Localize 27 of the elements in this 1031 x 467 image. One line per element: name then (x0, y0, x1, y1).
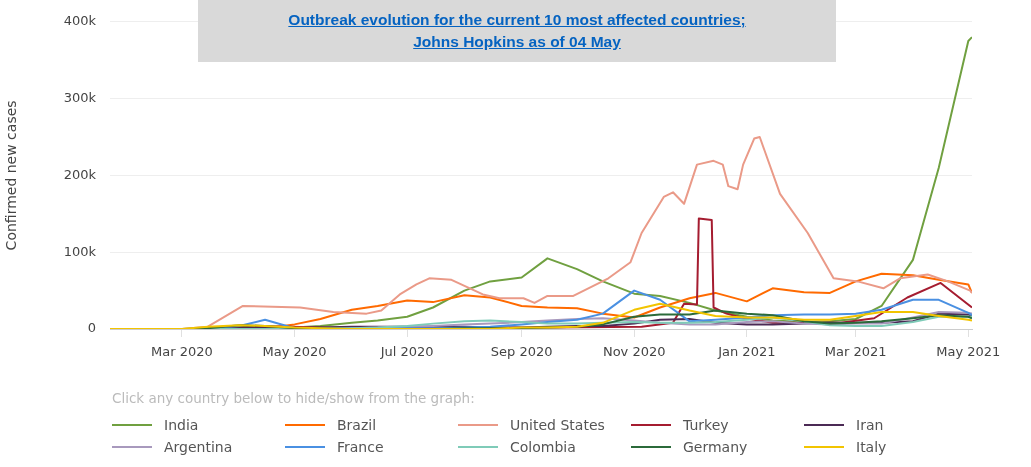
chart-title: Outbreak evolution for the current 10 most affected countries; Johns Hopkins as of 04 May (288, 10, 746, 52)
legend-label: France (337, 439, 384, 455)
y-tick-label: 0 (87, 320, 96, 336)
legend-label: Italy (856, 439, 887, 455)
legend-label: Germany (683, 439, 748, 455)
x-tick-label: Mar 2021 (824, 344, 887, 360)
text: Click any country below to hide/show from the graph: (112, 390, 475, 406)
legend-label: Turkey (683, 417, 729, 433)
x-tick-label: May 2020 (262, 344, 327, 360)
legend-label: Iran (856, 417, 884, 433)
legend-label: India (164, 417, 199, 433)
x-tick-label: Nov 2020 (602, 344, 666, 360)
x-tick-label: Sep 2020 (490, 344, 553, 360)
x-tick-label: Jul 2020 (379, 344, 434, 360)
y-tick-label: 400k (63, 13, 97, 29)
y-tick-label: 300k (63, 89, 97, 105)
x-tick-label: Mar 2020 (151, 344, 213, 360)
x-tick-label: May 2021 (936, 344, 1001, 360)
legend-label: Colombia (510, 439, 576, 455)
legend-label: Argentina (164, 439, 233, 455)
y-axis-title: Confirmed new cases (3, 100, 20, 251)
legend-label: United States (510, 417, 605, 433)
x-tick-label: Jan 2021 (717, 344, 776, 360)
y-tick-label: 200k (63, 166, 97, 182)
title-banner: Outbreak evolution for the current 10 most affected countries; Johns Hopkins as of 04 May (198, 0, 836, 62)
legend-label: Brazil (337, 417, 377, 433)
y-tick-label: 100k (63, 243, 97, 259)
